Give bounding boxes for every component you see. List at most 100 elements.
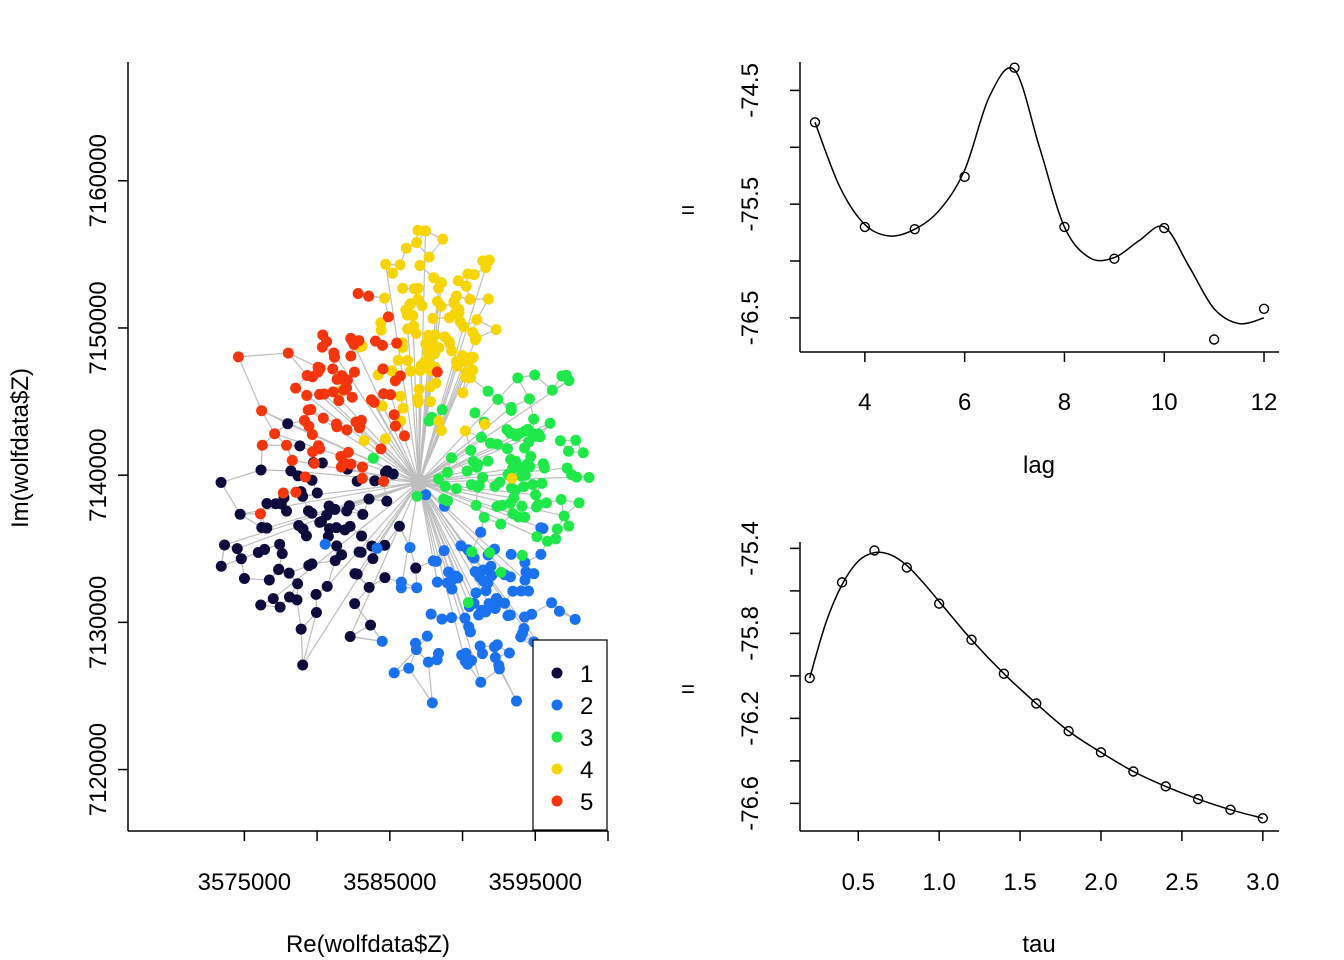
network-node-cluster-5 [286,454,298,466]
network-node-cluster-1 [321,580,333,592]
network-hub-node [409,473,428,492]
lag-x-tick-label: 8 [1058,389,1071,416]
network-node-cluster-3 [482,385,494,397]
network-node-cluster-1 [323,523,335,535]
network-node-cluster-5 [335,461,347,473]
network-node-cluster-2 [436,613,448,625]
network-node-cluster-3 [518,481,530,493]
network-node-cluster-1 [215,476,227,488]
legend-swatch [551,731,563,743]
network-legend: 1 2 3 4 5 [532,639,608,831]
network-node-cluster-5 [356,472,368,484]
network-node-cluster-3 [563,375,575,387]
network-node-cluster-4 [435,277,447,289]
network-y-tick-label: 7160000 [85,134,112,227]
network-node-cluster-1 [231,543,243,555]
network-node-cluster-5 [290,382,302,394]
network-node-cluster-4 [433,415,445,427]
network-node-cluster-3 [501,424,513,436]
tau-data-point [1192,793,1204,805]
network-node-cluster-1 [255,464,267,476]
network-node-cluster-4 [464,293,476,305]
network-node-cluster-3 [411,490,423,502]
network-x-tick-label: 3585000 [343,869,436,896]
network-node-cluster-2 [491,639,503,651]
network-x-tick-label: 3575000 [198,869,291,896]
network-node-cluster-5 [333,395,345,407]
network-node-cluster-4 [402,323,414,335]
tau-plot: 0.5 1.0 1.5 2.0 2.5 3.0 -75.4 -75.8 -76.2 -76.6 t… [681,521,1280,958]
network-node-cluster-4 [402,355,414,367]
network-node-cluster-3 [510,455,522,467]
network-node-cluster-5 [327,386,339,398]
network-node-cluster-2 [411,582,423,594]
network-node-cluster-1 [310,588,322,600]
network-node-cluster-3 [551,523,563,535]
network-node-cluster-4 [506,472,518,484]
network-node-cluster-1 [381,465,393,477]
lag-data-point [909,223,920,235]
tau-data-point [1063,725,1074,737]
network-node-cluster-3 [507,508,519,520]
network-node-cluster-4 [358,435,370,447]
network-node-cluster-2 [503,647,515,659]
network-y-axis-title: Im(wolfdata$Z) [7,368,34,528]
network-edge [385,438,420,483]
lag-x-tick-label: 4 [858,389,871,416]
network-node-cluster-3 [527,479,539,491]
network-node-cluster-3 [583,471,595,483]
network-node-cluster-1 [356,530,368,542]
network-node-cluster-3 [554,435,566,447]
network-edge [349,481,420,507]
network-node-cluster-2 [426,697,438,709]
network-node-cluster-3 [367,452,379,464]
network-node-cluster-5 [356,461,368,473]
network-node-cluster-4 [422,355,434,367]
lag-x-axis-title: lag [1023,452,1055,479]
tau-data-point [1225,804,1236,815]
lag-y-tick-label: -74.5 [737,63,764,118]
network-node-cluster-1 [336,549,348,561]
network-node-cluster-2 [475,676,487,688]
network-node-cluster-2 [505,548,517,560]
network-node-cluster-2 [491,597,503,609]
tau-left-label: = [681,676,695,703]
network-node-cluster-4 [435,424,447,436]
network-edge [418,380,570,484]
network-node-cluster-3 [563,445,575,457]
network-node-cluster-1 [379,572,391,584]
network-edge [238,352,289,358]
network-node-cluster-4 [379,292,391,304]
network-node-cluster-4 [413,383,425,395]
network-node-cluster-4 [471,314,483,326]
network-node-cluster-3 [475,431,487,443]
network-edge [333,352,420,483]
network-node-cluster-5 [389,420,401,432]
network-node-cluster-1 [292,578,304,590]
network-node-cluster-3 [530,501,542,513]
tau-data-point [901,562,913,573]
network-node-cluster-5 [330,418,342,430]
network-node-cluster-5 [345,458,357,470]
network-node-cluster-1 [285,465,297,477]
network-node-cluster-1 [321,509,333,521]
network-node-cluster-1 [355,546,367,558]
network-node-cluster-4 [446,345,458,357]
network-edge [418,406,512,483]
legend-swatch [551,699,563,711]
network-y-tick-label: 7130000 [85,576,112,669]
tau-data-point [1257,813,1269,824]
network-node-cluster-3 [512,372,524,384]
network-node-cluster-3 [558,510,570,522]
network-node-cluster-5 [314,388,326,400]
network-node-cluster-1 [344,631,356,643]
network-node-cluster-1 [363,581,375,593]
network-edge [407,328,420,483]
lag-y-tick-label: -76.5 [737,291,764,346]
network-node-cluster-3 [491,438,503,450]
tau-data-point [1128,766,1139,777]
network-node-cluster-3 [495,566,507,578]
network-node-cluster-1 [256,522,268,534]
network-node-cluster-5 [282,347,294,359]
network-node-cluster-4 [410,327,422,339]
